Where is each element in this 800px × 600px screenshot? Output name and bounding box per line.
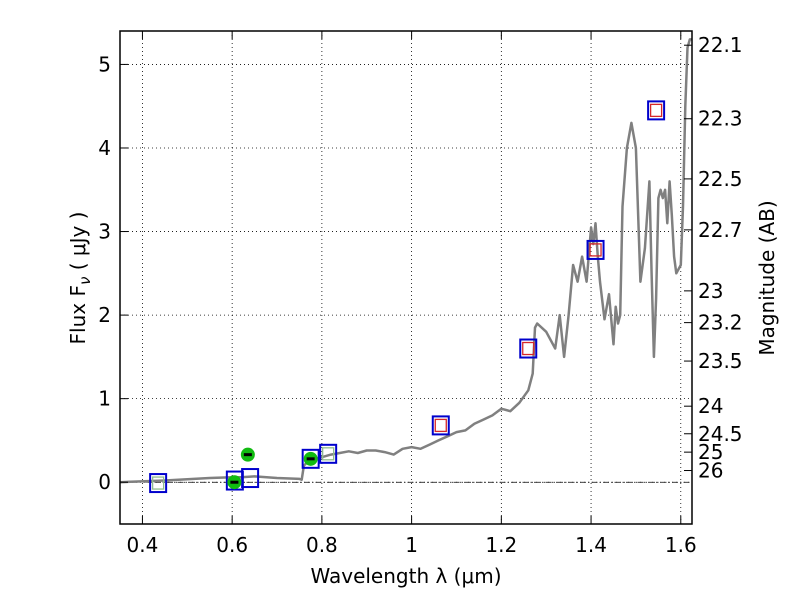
- y-axis-label-unit: ( μJy ): [66, 212, 90, 277]
- y-axis-label: Flux Fν ( μJy ): [66, 212, 94, 345]
- observed-photometry-square: [519, 338, 538, 359]
- y-tick-label: 2: [98, 303, 111, 327]
- y-tick-label: 3: [98, 220, 111, 244]
- y-axis-label-main: Flux F: [66, 285, 90, 344]
- magnitude-tick-label: 22.3: [698, 107, 743, 131]
- observed-photometry-square: [647, 100, 666, 121]
- magnitude-tick-label: 23.5: [698, 349, 743, 373]
- model-photometry-square: [649, 103, 663, 118]
- magnitude-tick-label: 23: [698, 279, 723, 303]
- observed-photometry-square: [431, 415, 450, 436]
- observed-photometry-square: [319, 443, 338, 464]
- x-tick-label: 1: [405, 533, 418, 557]
- y-tick-label: 1: [98, 387, 111, 411]
- model-photometry-square: [589, 243, 602, 257]
- observed-photometry-square: [149, 473, 168, 494]
- grid-lines: [120, 31, 692, 524]
- y-tick-label: 0: [98, 470, 111, 494]
- magnitude-tick-label: 26: [698, 459, 723, 483]
- observed-photometry-square: [241, 468, 260, 489]
- model-photometry-square-faint: [151, 476, 165, 490]
- x-tick-label: 1.2: [485, 533, 517, 557]
- magnitude-tick-label: 22.7: [698, 218, 743, 242]
- magnitude-tick-label: 22.5: [698, 167, 743, 191]
- magnitude-tick-label: 25: [698, 440, 723, 464]
- magnitude-tick-label: 22.1: [698, 33, 743, 57]
- y-axis-label-subscript: ν: [76, 277, 94, 285]
- y-tick-label: 4: [98, 136, 111, 160]
- x-tick-label: 0.4: [127, 533, 159, 557]
- model-photometry-square: [522, 341, 535, 356]
- magnitude-tick-label: 24: [698, 394, 723, 418]
- magnitude-tick-label: 23.2: [698, 311, 743, 335]
- axis-ticks: 0.4 0.6 0.8 1 1.2 1.4 1.601234522.122.322.522.…: [98, 31, 743, 557]
- observed-photometry-square: [301, 448, 320, 469]
- x-tick-label: 0.6: [216, 533, 248, 557]
- magnitude-axis-label: Magnitude (AB): [755, 200, 779, 355]
- model-photometry-square-faint: [322, 447, 335, 461]
- x-tick-label: 1.6: [665, 533, 697, 557]
- plot-frame: [119, 30, 693, 525]
- magnitude-tick-label: 24.5: [698, 422, 743, 446]
- observed-photometry-square: [586, 239, 605, 260]
- y-tick-label: 5: [98, 52, 111, 76]
- x-tick-label: 0.8: [306, 533, 338, 557]
- data-markers: [149, 100, 666, 494]
- model-sed-line: [119, 38, 692, 484]
- x-tick-label: 1.4: [575, 533, 607, 557]
- model-photometry-square: [434, 418, 447, 433]
- x-axis-label: Wavelength λ (μm): [310, 564, 501, 588]
